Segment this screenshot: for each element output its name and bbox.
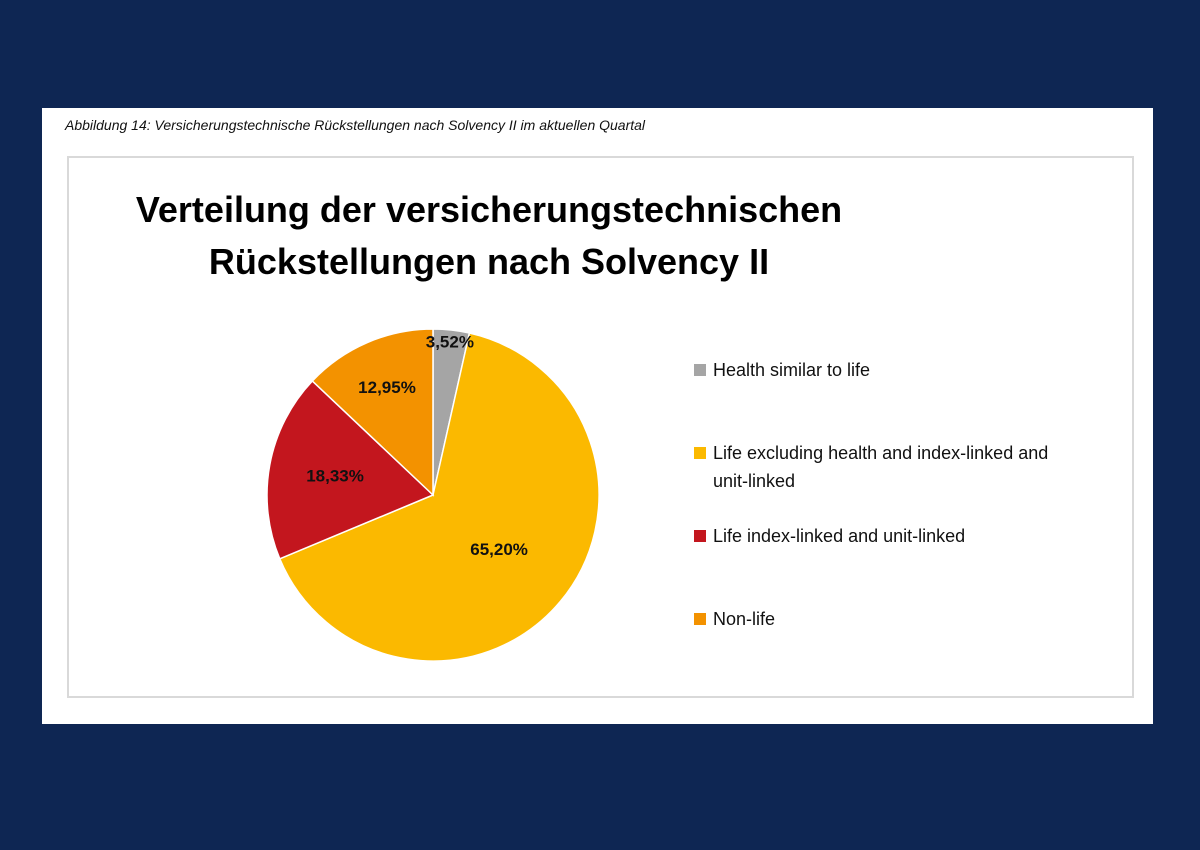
pie-slice-3 xyxy=(266,379,435,560)
legend-item-life-index-linked: Life index-linked and unit-linked xyxy=(694,522,1063,550)
pie-data-label-2: 65,20% xyxy=(470,540,528,559)
figure-caption: Abbildung 14: Versicherungstechnische Rü… xyxy=(65,117,646,133)
legend-item-life-excluding-health: Life excluding health and index-linked a… xyxy=(694,439,1053,495)
pie-slice-4 xyxy=(311,328,434,497)
legend-item-non-life: Non-life xyxy=(694,605,1063,633)
chart-title-line-1: Verteilung der versicherungstechnischen xyxy=(135,189,843,230)
chart-title-line-2: Rückstellungen nach Solvency II xyxy=(208,241,770,282)
legend-label: Life excluding health and index-linked a… xyxy=(713,443,1049,491)
legend-item-health-similar-to-life: Health similar to life xyxy=(694,356,1063,384)
pie-data-label-3: 18,33% xyxy=(306,467,364,486)
pie-chart: 3,52% 65,20% 18,33% 12,95% xyxy=(266,328,600,662)
pie-data-label-1: 3,52% xyxy=(426,333,474,352)
legend-label: Life index-linked and unit-linked xyxy=(713,526,966,546)
figure-panel: Abbildung 14: Versicherungstechnische Rü… xyxy=(42,108,1153,724)
legend-swatch xyxy=(694,530,706,542)
chart-title: Verteilung der versicherungstechnischen … xyxy=(109,184,869,288)
legend-swatch xyxy=(694,613,706,625)
pie-data-label-4: 12,95% xyxy=(358,378,416,397)
pie-slice-2 xyxy=(278,332,600,662)
legend-swatch xyxy=(694,447,706,459)
legend-label: Health similar to life xyxy=(713,360,871,380)
chart-frame: Verteilung der versicherungstechnischen … xyxy=(67,156,1134,698)
legend-swatch xyxy=(694,364,706,376)
legend-label: Non-life xyxy=(713,609,776,629)
